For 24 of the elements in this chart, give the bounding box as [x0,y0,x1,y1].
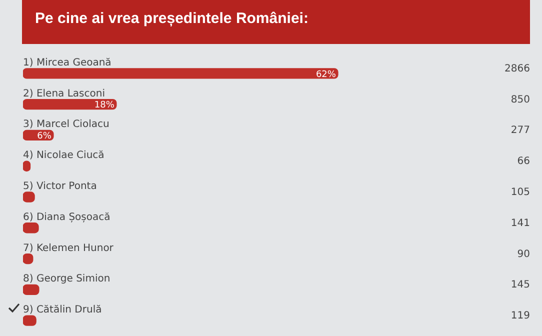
y-tick-label: 9) Cătălin Drulă [23,304,102,316]
chart-title: Pe cine ai vrea președintele României: [22,0,530,44]
bar [23,68,338,79]
y-tick-label: 4) Nicolae Ciucă [23,150,104,162]
annotation: 18% [94,100,115,111]
data-label: 90 [517,248,530,260]
data-label: 66 [517,156,530,168]
data-label: 145 [510,280,530,291]
annotation: 6% [37,132,52,142]
y-tick-label: 3) Marcel Ciolacu [23,119,110,130]
data-label: 105 [510,187,530,198]
annotation: 62% [316,70,336,80]
data-label: 2866 [504,63,530,74]
data-label: 141 [510,218,530,229]
data-label: 119 [510,310,530,322]
y-tick-label: 1) Mircea Geoană [23,57,112,68]
y-tick-label: 5) Victor Ponta [23,181,97,192]
data-label: 277 [510,125,530,136]
y-tick-label: 8) George Simion [23,274,110,285]
y-tick-label: 6) Diana Șoșoacă [23,212,110,223]
y-tick-label: 7) Kelemen Hunor [23,242,114,254]
data-label: 850 [510,94,530,106]
bar [23,99,117,110]
y-tick-label: 2) Elena Lasconi [23,88,105,100]
